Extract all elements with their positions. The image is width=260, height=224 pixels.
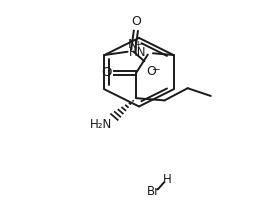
Text: H: H: [163, 173, 172, 186]
Text: O: O: [131, 15, 141, 28]
Text: O: O: [146, 65, 156, 78]
Text: O: O: [101, 66, 111, 79]
Text: N: N: [128, 38, 138, 51]
Text: Br: Br: [147, 185, 160, 198]
Text: −: −: [152, 65, 161, 75]
Text: +: +: [134, 40, 142, 49]
Text: HN: HN: [129, 46, 147, 59]
Text: H₂N: H₂N: [89, 118, 112, 131]
